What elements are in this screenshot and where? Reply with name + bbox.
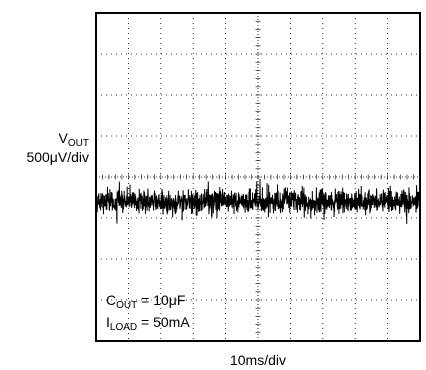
y-axis-label: VOUT — [59, 130, 89, 149]
y-axis-scale: 500μV/div — [26, 149, 89, 165]
annotation-iload: ILOAD = 50mA — [106, 314, 190, 333]
annotation-cout: COUT = 10μF — [106, 292, 185, 311]
x-axis-label: 10ms/div — [230, 352, 286, 368]
grid — [95, 12, 421, 342]
plot-frame — [95, 12, 421, 342]
noise-trace — [96, 178, 420, 225]
